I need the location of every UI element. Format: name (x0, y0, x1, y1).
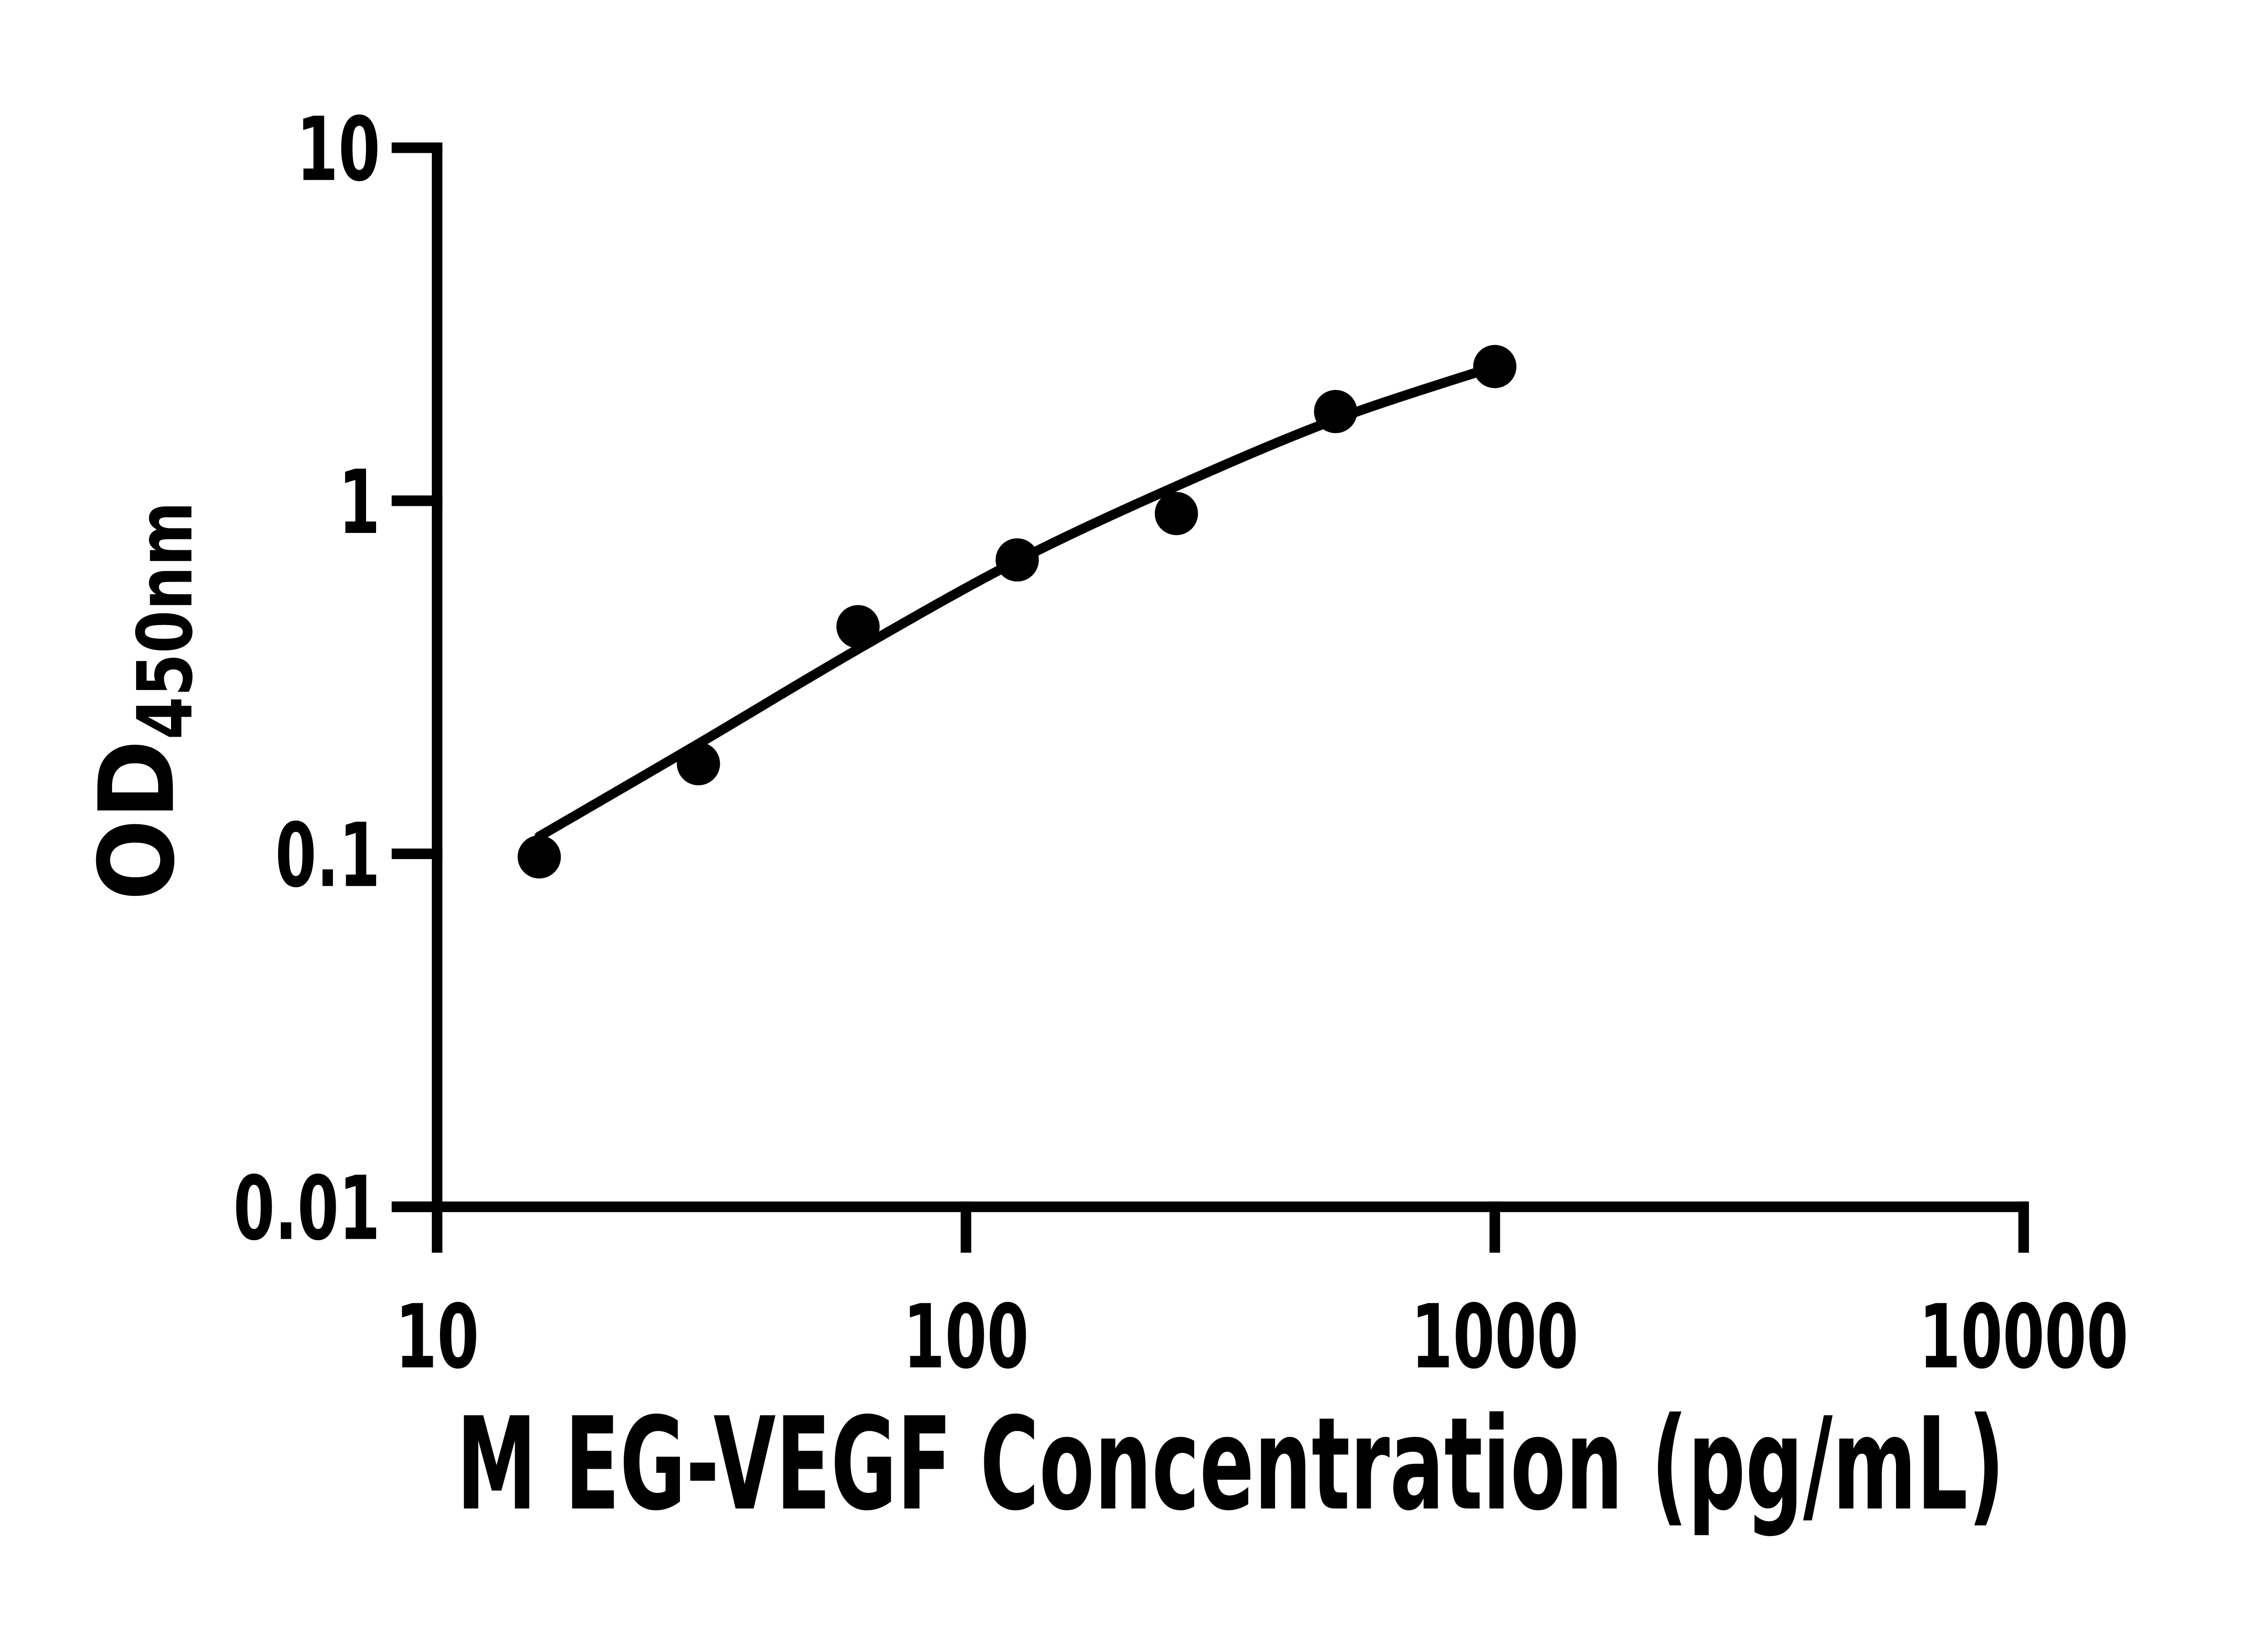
data-point (836, 605, 880, 649)
data-point (1314, 390, 1358, 433)
data-point (995, 538, 1039, 582)
y-axis-title-subscript: 450nm (122, 502, 210, 740)
x-axis-title: M EG-VEGF Concentration (pg/mL) (456, 1390, 2004, 1539)
axes (391, 147, 2029, 1213)
x-tick-label: 100 (903, 1285, 1029, 1388)
data-points (518, 345, 1517, 879)
y-axis-title: OD450nm (77, 502, 210, 901)
y-axis-title-base: OD (77, 740, 197, 901)
y-tick-label: 0.01 (233, 1157, 380, 1260)
y-tick-label: 10 (296, 98, 380, 201)
data-point (518, 835, 561, 879)
data-point (1154, 492, 1198, 535)
y-tick-label: 0.1 (275, 804, 380, 907)
elisa-standard-curve-figure: 10 1 0.1 0.01 10 100 1000 10000 M EG-VEGF Conce… (0, 0, 2268, 1588)
x-tick-label: 1000 (1411, 1285, 1579, 1388)
x-tick-label: 10000 (1919, 1285, 2128, 1388)
y-tick-label: 1 (338, 451, 380, 554)
data-point (677, 742, 720, 786)
axis-ticks (391, 142, 2029, 1253)
chart-background (0, 0, 2268, 1588)
x-tick-label: 10 (395, 1285, 479, 1388)
data-point (1473, 345, 1517, 388)
